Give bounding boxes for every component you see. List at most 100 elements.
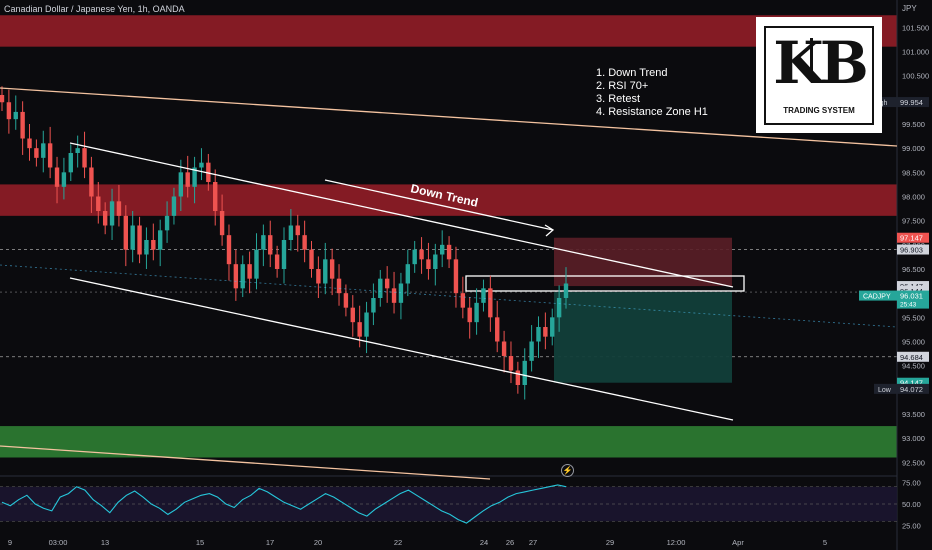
x-tick-label: 22 [394,538,402,547]
candle [357,322,362,337]
candle [219,211,225,236]
candle [151,240,156,250]
x-tick-label: 5 [823,538,827,547]
price-axis-panel [897,0,932,550]
candle [240,264,245,289]
price-tag [897,377,929,388]
candle [47,143,53,168]
note-item: 4. Resistance Zone H1 [596,106,708,118]
candle [96,196,101,211]
x-tick-label: 27 [529,538,537,547]
candle [433,254,438,269]
y-tick-label: 101.000 [902,48,929,57]
candle [0,95,5,103]
candle [543,327,548,337]
candle [213,182,218,211]
candle [261,235,266,250]
resistance-zone-top [0,15,897,47]
x-tick-label: 15 [196,538,204,547]
candle [474,302,479,323]
x-tick-label: 13 [101,538,109,547]
price-tag-value: 96.031 [900,292,923,301]
channel-upper-line [69,142,734,288]
candle [185,172,190,187]
arrow-head-icon [544,224,555,237]
long-trend-line [0,87,898,147]
x-tick-label: Apr [732,538,744,547]
logo-candle-icon [810,38,813,78]
x-tick-label: 9 [8,538,12,547]
candle [488,288,493,318]
candle [563,283,569,298]
note-item: 3. Retest [596,93,641,105]
price-tag [859,290,897,301]
y-tick-label: 93.500 [902,410,925,419]
rsi-line [1,484,567,524]
x-tick-label: 12:00 [667,538,686,547]
support-zone [0,426,897,458]
currency-label: JPY [902,4,917,13]
down-trend-arrow [324,179,554,231]
price-tag [869,97,897,108]
candle [233,264,239,289]
candle [89,167,94,197]
candle [467,307,472,323]
candle [130,225,135,250]
candle [41,143,46,158]
candle [439,244,445,255]
candle [495,317,500,342]
candle [54,167,60,187]
note-item: 1. Down Trend [596,67,668,79]
stop-loss-zone [554,237,732,287]
candle [405,264,411,284]
y-tick-label: 101.500 [902,23,929,32]
candle [384,278,390,289]
candle [371,298,376,313]
candle [343,293,349,308]
candle [309,249,314,269]
candle [192,167,197,187]
price-tag [897,290,929,309]
candle [274,254,280,269]
candle [453,259,459,294]
price-tag-label: CADJPY [863,294,891,301]
price-tag-value: 97.147 [900,234,923,243]
x-tick-label: 24 [480,538,488,547]
logo-box: KB TRADING SYSTEM [756,17,882,133]
candle [68,153,73,173]
candle [171,196,177,216]
candle [536,327,541,342]
y-tick-label: 95.000 [902,338,925,347]
candle [515,370,521,385]
candle [412,249,417,265]
resistance-zone-h1 [0,184,897,216]
candle [75,148,80,153]
candle [522,360,527,385]
candle [27,138,32,149]
price-tag-value: 94.072 [900,385,923,394]
candle [323,259,328,284]
candle [109,201,115,226]
candle [102,211,108,226]
candle [226,235,232,265]
candle [481,288,486,303]
price-tag [874,383,897,394]
price-tag [897,383,929,394]
candle [206,162,211,182]
y-tick-label: 97.500 [902,217,925,226]
y-tick-label: 96.500 [902,265,925,274]
rsi-tick-label: 75.00 [902,478,921,487]
y-tick-label: 93.000 [902,434,925,443]
logo-inner: KB TRADING SYSTEM [764,26,874,125]
alert-icon[interactable]: ⚡ [561,464,574,477]
candle [82,148,87,168]
candle [61,172,67,187]
channel-lower-line [69,277,734,421]
y-tick-label: 92.500 [902,458,925,467]
y-tick-label: 98.500 [902,168,925,177]
y-tick-label: 99.500 [902,120,925,129]
candle [350,307,355,323]
candle [550,317,555,337]
y-tick-label: 94.500 [902,362,925,371]
